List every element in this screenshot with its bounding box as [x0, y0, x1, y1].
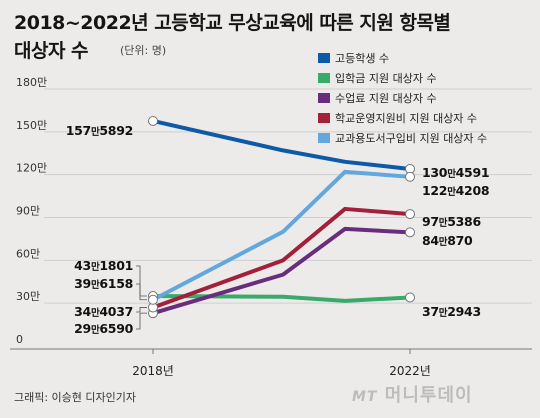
x-tick-label: 2018년 [132, 364, 174, 378]
end-value-label: 37만2943 [422, 304, 481, 319]
series-line [151, 118, 412, 171]
legend-item: 고등학생 수 [318, 50, 389, 66]
y-tick-label: 120만 [16, 162, 47, 175]
series-line [151, 226, 412, 316]
y-tick-label: 30만 [16, 290, 40, 303]
logo: MT 머니투데이 [352, 381, 473, 407]
end-value-label: 97만5386 [422, 214, 481, 229]
y-tick-label: 0 [16, 333, 23, 346]
data-point [405, 209, 415, 220]
y-tick-label: 150만 [16, 119, 47, 132]
data-point [148, 294, 158, 305]
legend-label: 학교운영지원비 지원 대상자 수 [335, 112, 478, 125]
data-point [148, 115, 158, 126]
unit-label: (단위: 명) [120, 44, 167, 57]
legend-label: 교과용도서구입비 지원 대상자 수 [335, 132, 488, 145]
start-value-label: 34만4037 [74, 304, 133, 319]
data-point [405, 171, 415, 182]
logo-text: 머니투데이 [384, 385, 473, 406]
legend-label: 입학금 지원 대상자 수 [335, 72, 437, 85]
end-value-label: 130만4591 [422, 165, 489, 180]
leader-line [136, 265, 147, 297]
legend-item: 수업료 지원 대상자 수 [318, 90, 437, 106]
leader-line [136, 307, 147, 313]
start-value-label: 43만1801 [74, 258, 133, 273]
legend-swatch [318, 73, 330, 83]
legend-label: 고등학생 수 [335, 52, 390, 65]
legend-swatch [318, 113, 330, 123]
logo-prefix: MT [352, 389, 378, 405]
leader-line [136, 283, 147, 301]
legend-item: 학교운영지원비 지원 대상자 수 [318, 110, 477, 126]
end-value-label: 84만870 [422, 233, 473, 248]
data-point [405, 292, 415, 303]
legend-swatch [318, 93, 330, 103]
start-value-label: 157만5892 [66, 123, 133, 138]
series-line [151, 294, 412, 303]
start-value-label: 29만6590 [74, 321, 133, 336]
credit-text: 그래픽: 이승현 디자인기자 [14, 391, 137, 404]
series-line [151, 206, 412, 310]
legend-label: 수업료 지원 대상자 수 [335, 92, 437, 105]
y-tick-label: 60만 [16, 247, 40, 260]
series-line [151, 169, 412, 302]
chart-title-line2: 대상자 수 [14, 40, 89, 62]
legend-item: 입학금 지원 대상자 수 [318, 70, 437, 86]
legend-swatch [318, 53, 330, 63]
start-value-label: 39만6158 [74, 276, 133, 291]
y-tick-label: 90만 [16, 205, 40, 218]
legend-item: 교과용도서구입비 지원 대상자 수 [318, 130, 487, 146]
chart-title-line1: 2018~2022년 고등학교 무상교육에 따른 지원 항목별 [14, 12, 451, 34]
x-tick-label: 2022년 [389, 364, 431, 378]
end-value-label: 122만4208 [422, 183, 489, 198]
y-tick-label: 180만 [16, 76, 47, 89]
leader-line [136, 312, 147, 330]
legend-swatch [318, 133, 330, 143]
data-point [405, 227, 415, 238]
